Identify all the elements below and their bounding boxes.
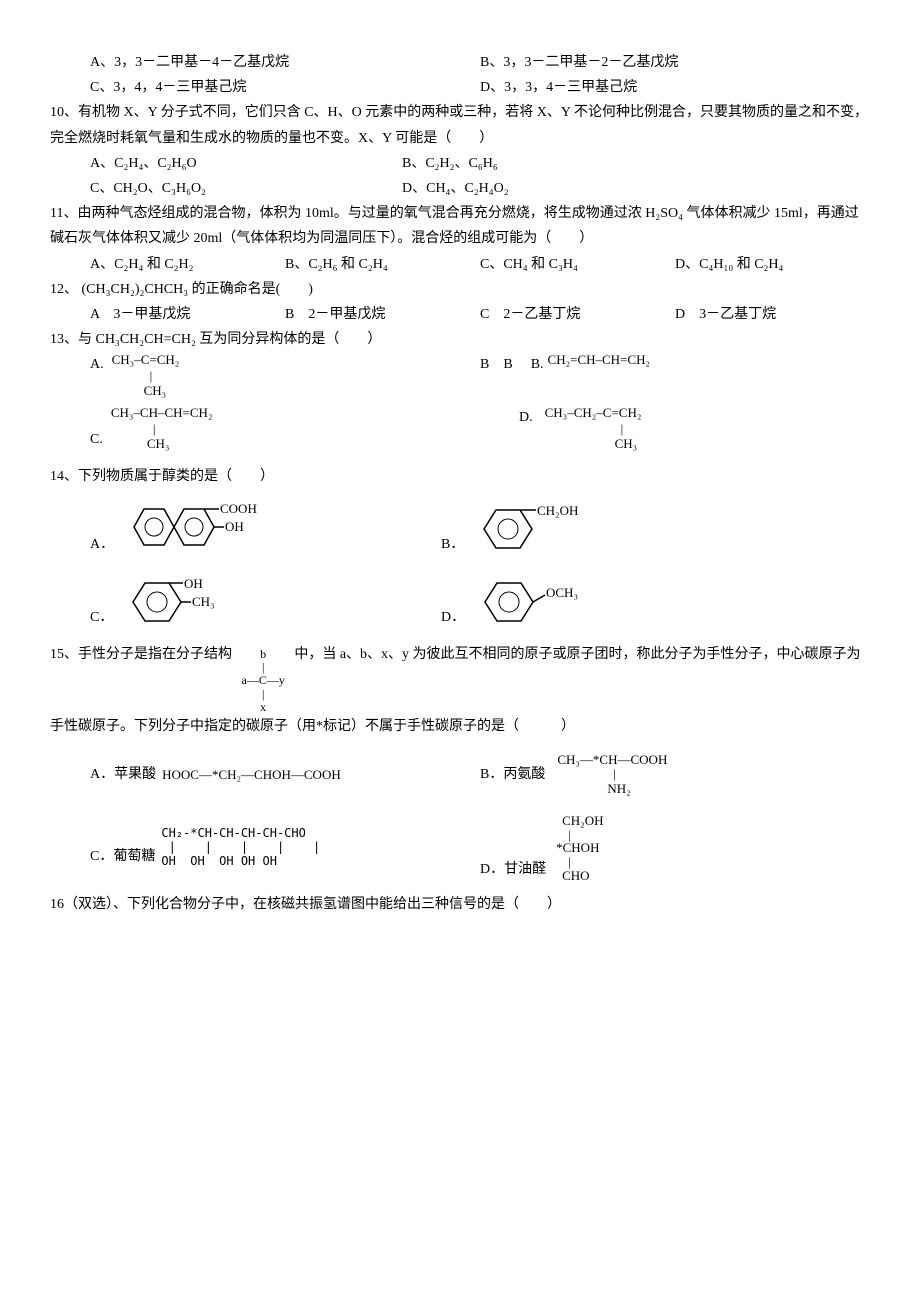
q15-c-label: C．葡萄糖: [90, 844, 155, 869]
q12-opt-b: B 2－甲基戊烷: [285, 302, 480, 327]
q11-opt-a: A、C₂H₄ 和 C₂H₂: [90, 252, 285, 277]
q13-c-formula: CH₃–CH–CH=CH₂ | CH₃: [111, 405, 213, 452]
q14-c-label: C．: [90, 605, 113, 630]
benzene-icon: OH CH₃: [123, 575, 243, 630]
q14-options: A． COOH OH B． CH₂OH: [50, 497, 870, 630]
q14-stem: 14、下列物质属于醇类的是（ ）: [50, 464, 870, 489]
q13-options: A. CH₃–C=CH₂ | CH₃ B B B. CH₂=CH–CH=CH₂ …: [50, 352, 870, 452]
q11-options: A、C₂H₄ 和 C₂H₂ B、C₂H₆ 和 C₂H₄ C、CH₄ 和 C₃H₄…: [50, 252, 870, 277]
q12-opt-c: C 2－乙基丁烷: [480, 302, 675, 327]
svg-text:OH: OH: [225, 519, 244, 534]
q10-opt-a: A、C₂H₄、C₂H₆O: [90, 151, 402, 176]
q9-opt-a: A、3，3－二甲基－4－乙基戊烷: [90, 50, 480, 75]
q9-opt-b: B、3，3－二甲基－2－乙基戊烷: [480, 50, 870, 75]
q16-stem: 16（双选）、下列化合物分子中，在核磁共振氢谱图中能给出三种信号的是（ ）: [50, 892, 870, 917]
q10-stem: 10、有机物 X、Y 分子式不同，它们只含 C、H、O 元素中的两种或三种，若将…: [50, 100, 870, 150]
q12-opt-a: A 3－甲基戊烷: [90, 302, 285, 327]
q12-opt-d: D 3－乙基丁烷: [675, 302, 870, 327]
chiral-structure: b | a—C—y | x: [242, 648, 285, 714]
q13-a-label: A.: [90, 352, 104, 377]
q9-opt-c: C、3，4，4－三甲基己烷: [90, 75, 480, 100]
q14-b-label: B．: [441, 532, 464, 557]
svg-text:CH₃: CH₃: [192, 594, 215, 609]
q13-d-label: D.: [519, 405, 533, 430]
benzene-icon: CH₂OH: [474, 502, 604, 557]
q9-options: A、3，3－二甲基－4－乙基戊烷 B、3，3－二甲基－2－乙基戊烷 C、3，4，…: [50, 50, 870, 100]
q15-b-label: B．丙氨酸: [480, 762, 545, 787]
svg-text:OCH₃: OCH₃: [546, 585, 578, 600]
q11-opt-d: D、C₄H₁₀ 和 C₂H₄: [675, 252, 870, 277]
q13-stem: 13、与 CH₃CH₂CH=CH₂ 互为同分异构体的是（ ）: [50, 327, 870, 352]
q13-b-label: B.: [531, 352, 544, 377]
q13-d-formula: CH₃–CH₂–C=CH₂ | CH₃: [545, 405, 642, 452]
svg-text:CH₂OH: CH₂OH: [537, 503, 578, 518]
q11-stem: 11、由两种气态烃组成的混合物，体积为 10ml。与过量的氧气混合再充分燃烧，将…: [50, 201, 870, 251]
q12-options: A 3－甲基戊烷 B 2－甲基戊烷 C 2－乙基丁烷 D 3－乙基丁烷: [50, 302, 870, 327]
svg-text:OH: OH: [184, 576, 203, 591]
q12-stem: 12、 (CH₃CH₂)₂CHCH₃ 的正确命名是( ): [50, 277, 870, 302]
benzene-icon: OCH₃: [475, 575, 605, 630]
q14-d-label: D．: [441, 605, 465, 630]
q14-a-label: A．: [90, 532, 114, 557]
q15-b-formula: CH₃—*CH—COOH | NH₂: [557, 753, 667, 796]
q13-c-label: C.: [90, 427, 103, 452]
q11-opt-b: B、C₂H₆ 和 C₂H₄: [285, 252, 480, 277]
q11-opt-c: C、CH₄ 和 C₃H₄: [480, 252, 675, 277]
q15-options: A．苹果酸 HOOC—*CH₂—CHOH—COOH B．丙氨酸 CH₃—*CH—…: [50, 753, 870, 882]
q9-opt-d: D、3，3，4－三甲基己烷: [480, 75, 870, 100]
q15-c-formula: CH₂-*CH-CH-CH-CH-CHO | | | | | OH OH OH …: [161, 827, 320, 868]
q10-opt-d: D、CH₄、C₂H₄O₂: [402, 176, 870, 201]
q15-a-label: A．苹果酸: [90, 762, 156, 787]
q10-opt-c: C、CH₂O、C₃H₆O₂: [90, 176, 402, 201]
q13-b-prefix: B B: [480, 352, 527, 377]
q15-stem: 15、手性分子是指在分子结构 b | a—C—y | x 中，当 a、b、x、y…: [50, 642, 870, 739]
q13-a-formula: CH₃–C=CH₂ | CH₃: [112, 352, 180, 399]
naphthalene-icon: COOH OH: [124, 497, 274, 557]
q13-b-formula: CH₂=CH–CH=CH₂: [548, 352, 650, 368]
svg-text:COOH: COOH: [220, 501, 257, 516]
q15-d-formula: CH₂OH | *CHOH | CHO: [556, 814, 603, 882]
q15-a-formula: HOOC—*CH₂—CHOH—COOH: [162, 767, 341, 783]
q10-opt-b: B、C₂H₂、C₆H₆: [402, 151, 870, 176]
q10-options: A、C₂H₄、C₂H₆O B、C₂H₂、C₆H₆ C、CH₂O、C₃H₆O₂ D…: [50, 151, 870, 201]
q15-d-label: D．甘油醛: [480, 857, 546, 882]
